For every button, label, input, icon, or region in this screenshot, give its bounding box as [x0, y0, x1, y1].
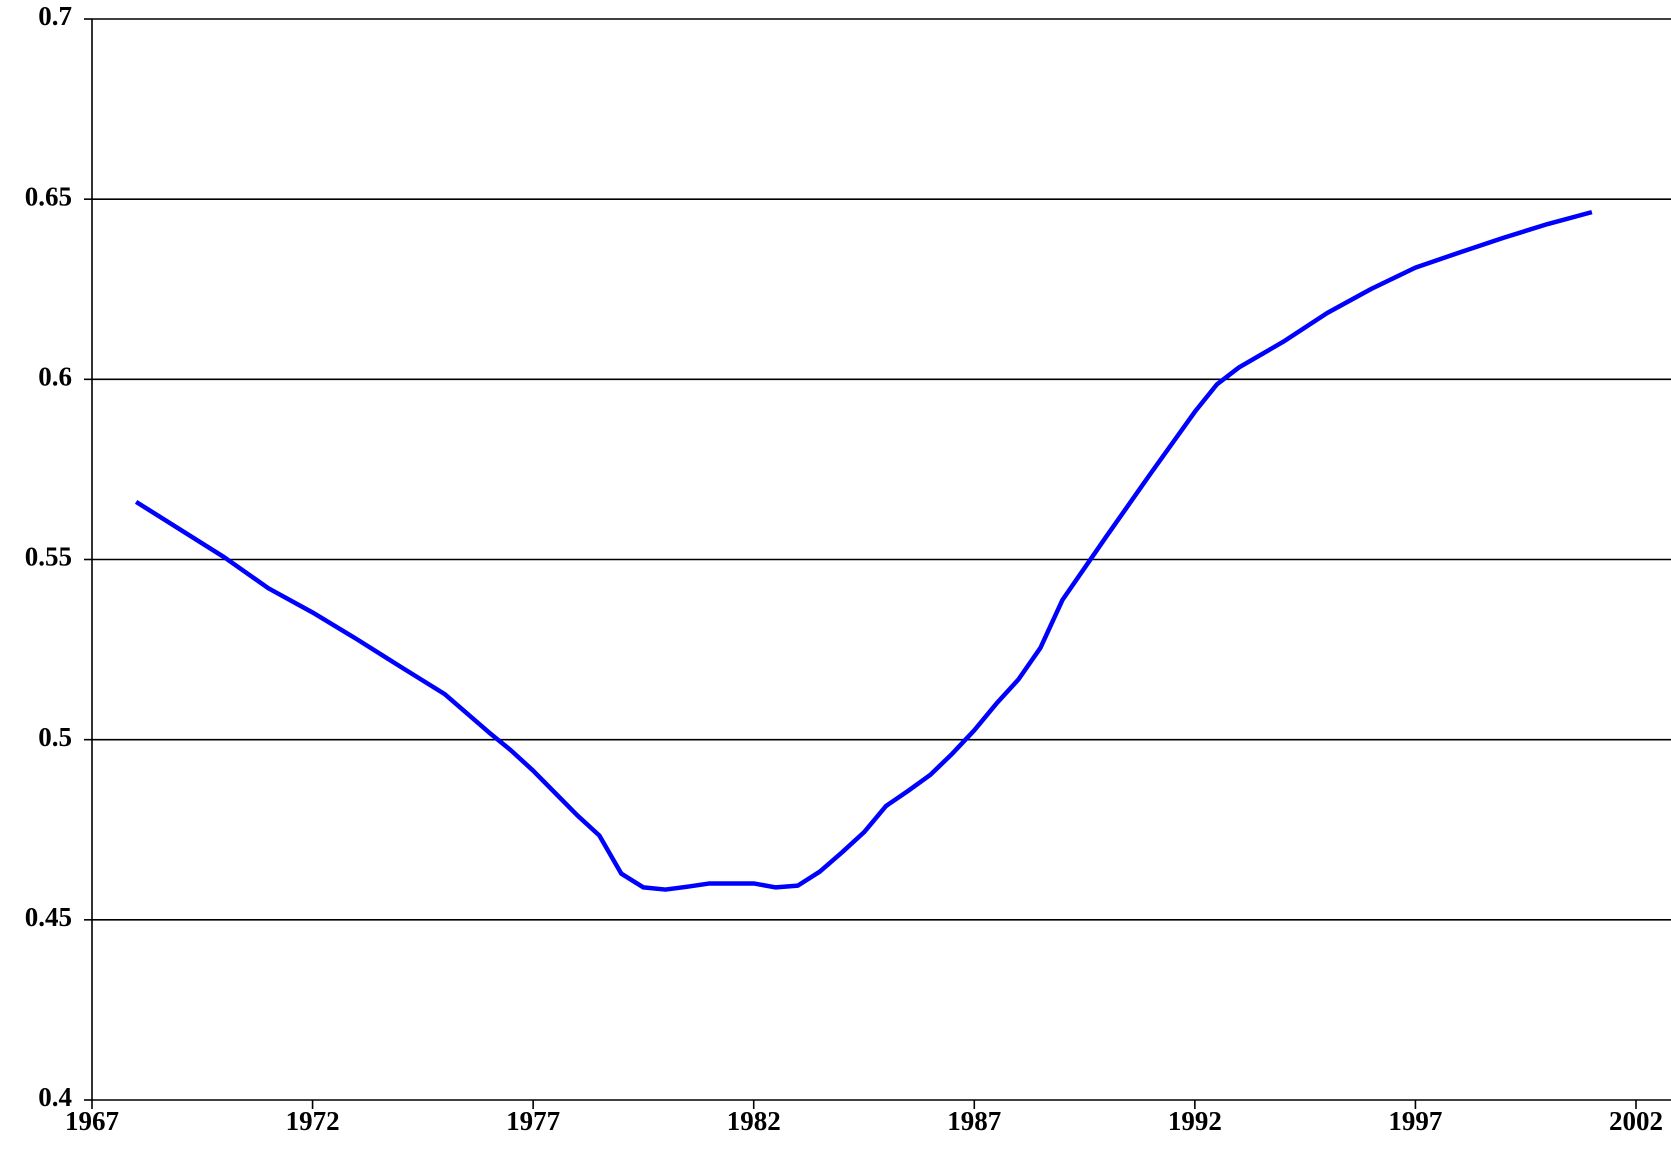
data-line: [134, 209, 1593, 892]
y-tick-label: 0.65: [25, 181, 72, 211]
x-tick-label: 1992: [1168, 1106, 1222, 1136]
y-tick-label: 0.5: [38, 722, 72, 752]
y-tick-label: 0.45: [25, 902, 72, 932]
y-tick-label: 0.4: [38, 1082, 72, 1112]
x-tick-label: 1982: [727, 1106, 781, 1136]
x-tick-label: 1967: [65, 1106, 119, 1136]
x-tick-label: 1987: [947, 1106, 1001, 1136]
x-tick-label: 1997: [1388, 1106, 1442, 1136]
y-tick-label: 0.6: [38, 362, 72, 392]
x-tick-label: 1977: [506, 1106, 560, 1136]
y-tick-label: 0.7: [38, 1, 72, 31]
x-tick-label: 2002: [1609, 1106, 1663, 1136]
y-tick-label: 0.55: [25, 542, 72, 572]
x-tick-label: 1972: [286, 1106, 340, 1136]
